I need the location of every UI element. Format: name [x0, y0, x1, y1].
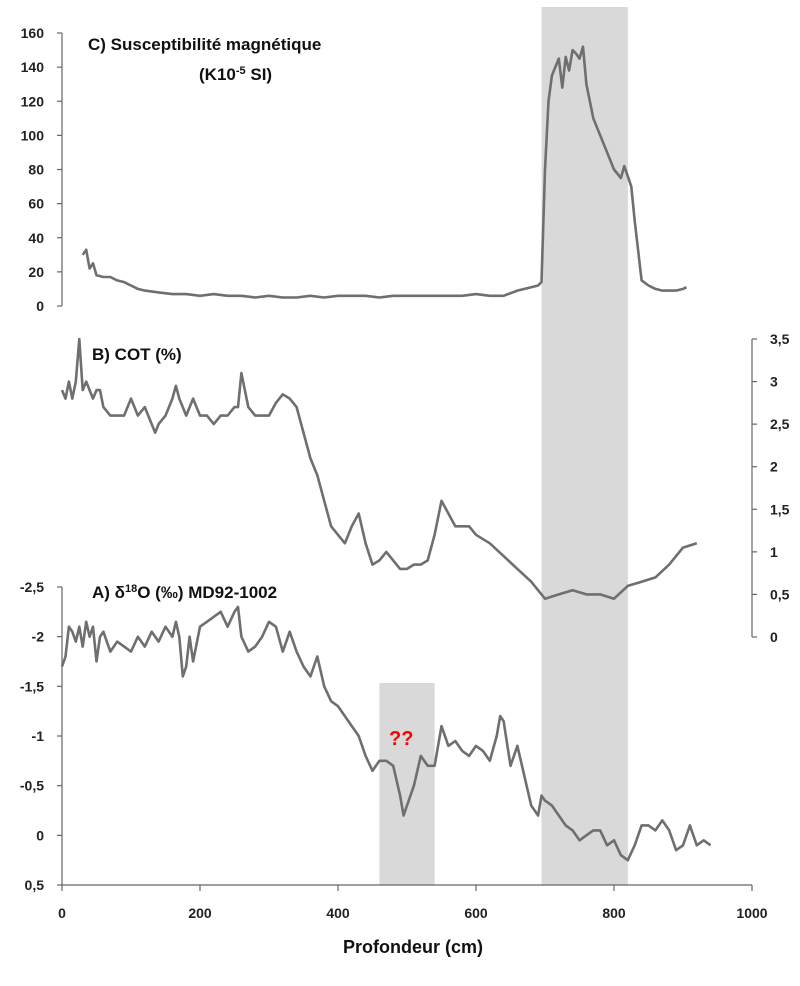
- panel-a-title-prefix: A) δ: [92, 583, 125, 602]
- series-line-c: [81, 45, 688, 299]
- panel-b-title: B) COT (%): [92, 345, 182, 364]
- series-layer: [60, 45, 712, 862]
- y-tick-label-a: 0,5: [25, 877, 45, 893]
- y-tick-label-c: 100: [21, 127, 45, 143]
- panel-c-subtitle-prefix: (K10: [199, 65, 236, 84]
- y-tick-label-c: 20: [28, 264, 44, 280]
- shaded-band-a: [379, 683, 435, 885]
- y-tick-label-a: -2: [32, 629, 45, 645]
- x-tick-label: 400: [326, 905, 350, 921]
- x-tick-label: 1000: [736, 905, 767, 921]
- x-tick-label: 200: [188, 905, 212, 921]
- y-tick-label-c: 0: [36, 298, 44, 314]
- y-tick-label-b: 2: [770, 459, 778, 475]
- series-line-b: [60, 337, 698, 601]
- y-tick-label-a: 0: [36, 827, 44, 843]
- x-tick-label: 0: [58, 905, 66, 921]
- y-tick-label-a: -2,5: [20, 579, 44, 595]
- x-tick-label: 800: [602, 905, 626, 921]
- y-tick-label-c: 60: [28, 196, 44, 212]
- y-tick-label-b: 3: [770, 374, 778, 390]
- x-tick-label: 600: [464, 905, 488, 921]
- y-tick-label-b: 3,5: [770, 331, 790, 347]
- y-tick-label-a: -1,5: [20, 678, 44, 694]
- y-tick-label-a: -1: [32, 728, 45, 744]
- shaded-band-main: [541, 7, 628, 885]
- panel-a-title-suffix: O (‰) MD92-1002: [137, 583, 277, 602]
- panel-c-subtitle-sup: -5: [236, 65, 246, 77]
- ticks-layer: 0 200 400 600 800 10001601401201008060402003,…: [20, 25, 790, 921]
- panel-c-title: C) Susceptibilité magnétique: [88, 35, 321, 54]
- y-tick-label-c: 40: [28, 230, 44, 246]
- series-line-a: [60, 605, 712, 862]
- y-tick-label-a: -0,5: [20, 778, 44, 794]
- y-tick-label-b: 2,5: [770, 416, 790, 432]
- panel-a-title: A) δ18O (‰) MD92-1002: [92, 583, 277, 602]
- y-tick-label-c: 140: [21, 59, 45, 75]
- panel-c-subtitle: (K10-5 SI): [199, 65, 272, 84]
- x-axis-label: Profondeur (cm): [343, 937, 483, 957]
- panel-c-subtitle-suffix: SI): [246, 65, 272, 84]
- y-tick-label-b: 1: [770, 544, 778, 560]
- annotation-question-marks: ??: [389, 728, 413, 750]
- y-tick-label-b: 1,5: [770, 501, 790, 517]
- y-tick-label-c: 160: [21, 25, 45, 41]
- y-tick-label-c: 80: [28, 162, 44, 178]
- y-tick-label-b: 0,5: [770, 586, 790, 602]
- y-tick-label-b: 0: [770, 629, 778, 645]
- panel-a-title-sup: 18: [125, 583, 137, 595]
- y-tick-label-c: 120: [21, 93, 45, 109]
